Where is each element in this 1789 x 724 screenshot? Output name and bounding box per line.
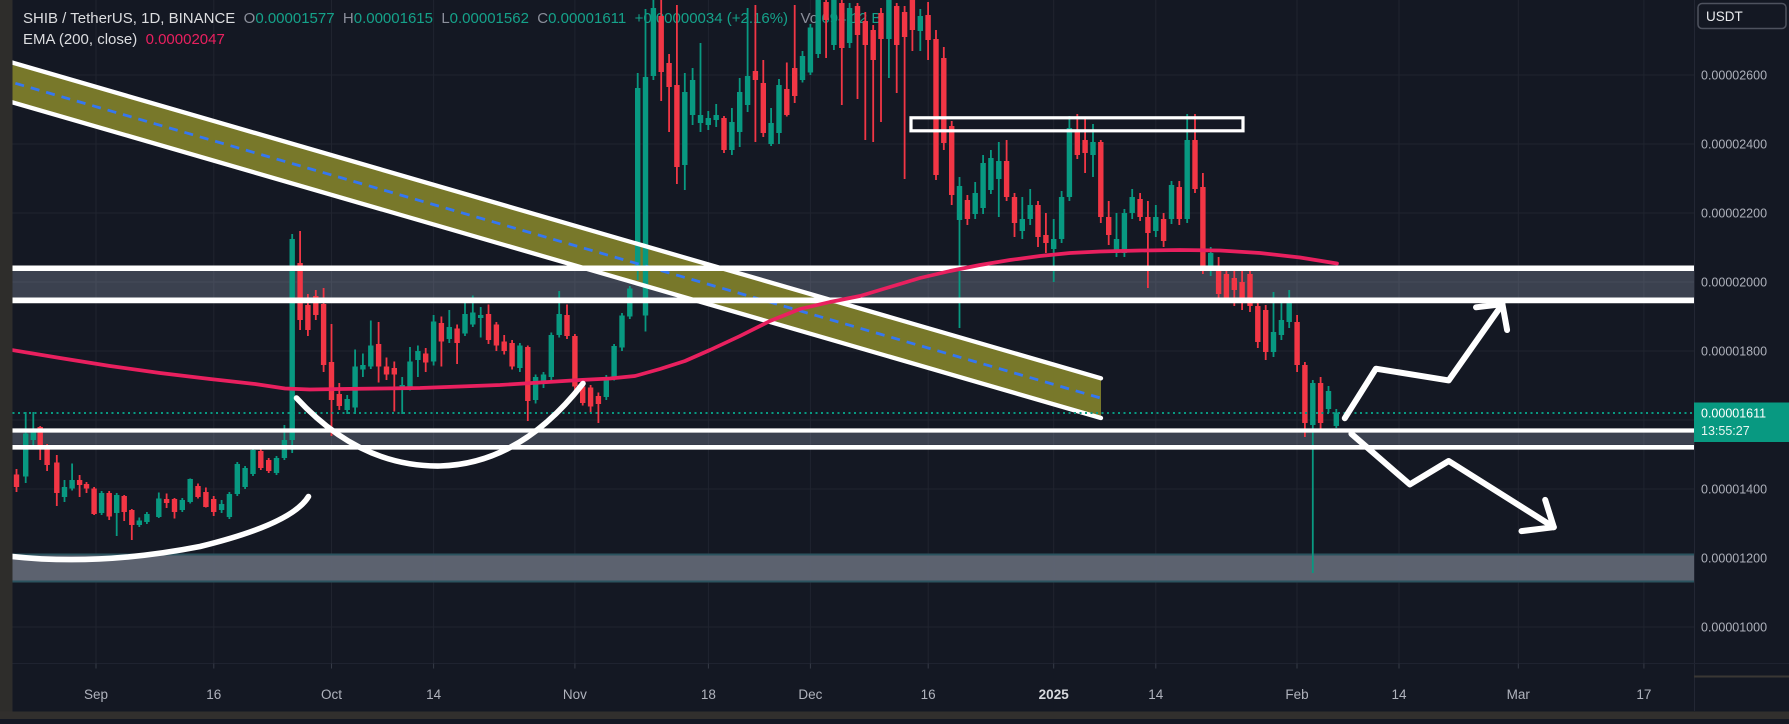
svg-text:0.00001400: 0.00001400 bbox=[1701, 483, 1767, 497]
svg-text:Mar: Mar bbox=[1507, 687, 1531, 702]
svg-text:Sep: Sep bbox=[84, 687, 108, 702]
svg-text:EMA (200, close) 0.00002047: EMA (200, close) 0.00002047 bbox=[23, 31, 225, 48]
svg-text:Feb: Feb bbox=[1285, 687, 1308, 702]
svg-text:0.00002600: 0.00002600 bbox=[1701, 69, 1767, 83]
svg-text:16: 16 bbox=[921, 687, 936, 702]
svg-text:0.00002000: 0.00002000 bbox=[1701, 276, 1767, 290]
svg-text:2025: 2025 bbox=[1039, 687, 1070, 702]
svg-text:14: 14 bbox=[1148, 687, 1164, 702]
svg-text:Nov: Nov bbox=[563, 687, 587, 702]
svg-text:0.00001800: 0.00001800 bbox=[1701, 345, 1767, 359]
svg-text:0.00001000: 0.00001000 bbox=[1701, 621, 1767, 635]
svg-text:0.00001611: 0.00001611 bbox=[1701, 407, 1766, 421]
svg-text:14: 14 bbox=[426, 687, 442, 702]
svg-text:13:55:27: 13:55:27 bbox=[1701, 424, 1750, 438]
svg-text:16: 16 bbox=[206, 687, 221, 702]
svg-text:0.00002400: 0.00002400 bbox=[1701, 138, 1767, 152]
svg-text:14: 14 bbox=[1391, 687, 1407, 702]
svg-text:SHIB / TetherUS, 1D, BINANCE: SHIB / TetherUS, 1D, BINANCE O0.00001577… bbox=[23, 10, 881, 27]
svg-text:17: 17 bbox=[1636, 687, 1651, 702]
svg-text:18: 18 bbox=[701, 687, 716, 702]
svg-text:0.00001200: 0.00001200 bbox=[1701, 552, 1767, 566]
svg-text:0.00002200: 0.00002200 bbox=[1701, 207, 1767, 221]
svg-text:Oct: Oct bbox=[321, 687, 342, 702]
svg-text:Dec: Dec bbox=[798, 687, 822, 702]
svg-text:USDT: USDT bbox=[1706, 9, 1743, 24]
